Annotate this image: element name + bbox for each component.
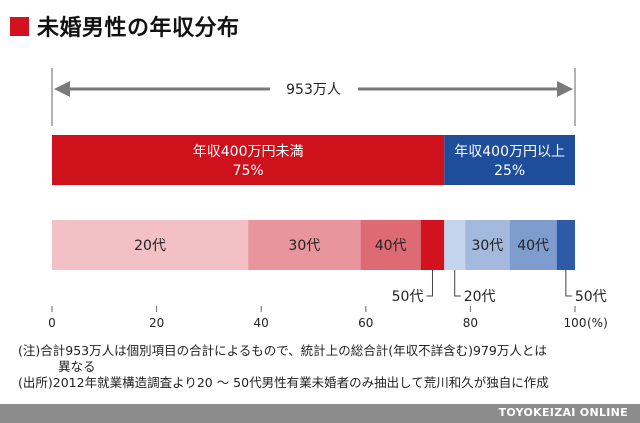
age-bar-segment [465, 220, 510, 270]
age-bar-segment [444, 220, 466, 270]
age-bar-label: 40代 [517, 238, 549, 254]
x-axis-unit: (%) [587, 316, 608, 330]
footer-bar: TOYOKEIZAI ONLINE [0, 404, 640, 423]
x-axis-tick-label: 60 [358, 316, 373, 330]
title-marker [10, 16, 29, 36]
notes: (注)合計953万人は個別項目の合計によるもので、統計上の総合計(年収不詳含む)… [18, 343, 628, 391]
note-line-2: 異なる [58, 359, 96, 374]
age-bar-label: 30代 [471, 238, 503, 254]
age-bar-segment [509, 220, 557, 270]
callout-line [565, 270, 572, 297]
age-bar-label: 20代 [134, 238, 166, 254]
span-arrow-right-head [557, 81, 573, 97]
x-axis-tick-label: 80 [463, 316, 478, 330]
top-bar-value-label: 25% [494, 163, 525, 179]
x-axis-tick-label: 0 [48, 316, 56, 330]
age-bar-label: 30代 [288, 238, 320, 254]
total-label: 953万人 [286, 82, 341, 98]
footer-brand: TOYOKEIZAI ONLINE [498, 406, 628, 419]
note-line-3: (出所)2012年就業構造調査より20 〜 50代男性有業未婚者のみ抽出して荒川… [18, 375, 549, 390]
top-bar-label: 年収400万円以上 [454, 144, 565, 160]
callout-line [454, 270, 461, 297]
age-bar-segment [248, 220, 361, 270]
chart-title: 未婚男性の年収分布 [10, 10, 240, 42]
span-arrow-left-head [54, 81, 70, 97]
x-axis-tick-label: 40 [254, 316, 269, 330]
top-bar-segment [444, 135, 575, 185]
x-axis-tick-label: 20 [149, 316, 164, 330]
top-bar-value-label: 75% [233, 163, 264, 179]
age-callout-label: 50代 [392, 289, 424, 305]
age-callout-label: 50代 [575, 289, 607, 305]
age-bar-segment [360, 220, 421, 270]
age-bar-segment [420, 220, 445, 270]
age-callout-label: 20代 [464, 289, 496, 305]
age-bar-label: 40代 [375, 238, 407, 254]
top-bar-label: 年収400万円未満 [193, 144, 304, 160]
title-text: 未婚男性の年収分布 [37, 16, 240, 41]
x-axis-tick-label: 100 [564, 316, 587, 330]
top-bar-segment [52, 135, 445, 185]
callout-line [426, 270, 433, 297]
age-bar-segment [556, 220, 575, 270]
age-bar-segment [52, 220, 249, 270]
note-line-1: (注)合計953万人は個別項目の合計によるもので、統計上の総合計(年収不詳含む)… [18, 343, 547, 358]
